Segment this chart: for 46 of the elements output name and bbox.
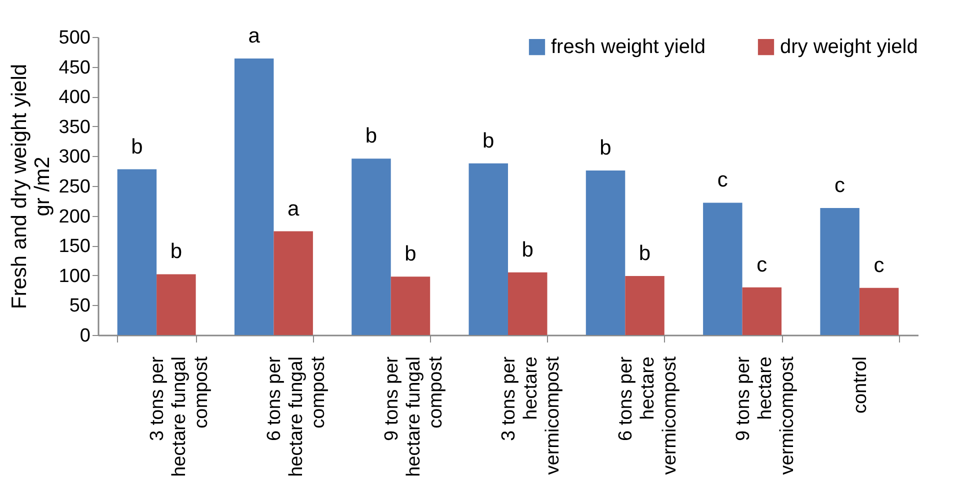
bar: [508, 272, 548, 335]
bar: [352, 158, 391, 335]
bar: [586, 170, 626, 335]
x-tick-label: 6 tons per hectare fungal compost: [264, 356, 330, 477]
y-tick-label: 200: [58, 206, 90, 228]
data-label: c: [756, 253, 768, 276]
data-label: c: [717, 168, 728, 192]
data-label: b: [404, 242, 416, 266]
y-tick-label: 350: [58, 116, 90, 138]
bar: [742, 287, 782, 335]
x-tick-label: control: [850, 356, 871, 414]
y-tick-label: 400: [58, 87, 90, 108]
y-tick-label: 300: [58, 146, 90, 168]
bar: [274, 231, 313, 335]
legend-label: fresh weight yield: [551, 36, 706, 58]
data-label: b: [600, 136, 612, 160]
bar: [820, 208, 860, 335]
bar: [859, 288, 899, 335]
bar: [390, 276, 430, 335]
bar: [703, 202, 742, 335]
bar: [625, 276, 664, 335]
bar: [156, 274, 196, 335]
y-tick-label: 50: [69, 296, 90, 317]
data-label: a: [248, 24, 260, 48]
y-tick-label: 250: [58, 176, 90, 198]
data-label: a: [287, 197, 300, 220]
y-tick-label: 100: [58, 266, 90, 287]
data-label: c: [834, 174, 846, 198]
data-label: b: [482, 129, 494, 152]
data-label: b: [131, 135, 143, 158]
data-label: b: [638, 242, 651, 265]
y-tick-label: 500: [58, 28, 90, 48]
x-tick-label: 3 tons per hectare fungal compost: [147, 356, 212, 477]
data-label: b: [365, 124, 378, 148]
data-label: b: [522, 238, 534, 262]
bar: [117, 169, 157, 335]
data-label: c: [874, 254, 884, 277]
y-tick-label: 150: [58, 236, 90, 258]
legend-label: dry weight yield: [780, 36, 918, 58]
y-tick-label: 450: [58, 57, 90, 78]
y-axis-title: Fresh and dry weight yield gr /m2: [8, 64, 54, 310]
y-tick-label: 0: [80, 326, 90, 346]
x-tick-label: 9 tons per hectare fungal compost: [381, 356, 446, 477]
bar: [468, 163, 508, 335]
data-label: b: [170, 240, 182, 264]
bar: [234, 58, 274, 335]
